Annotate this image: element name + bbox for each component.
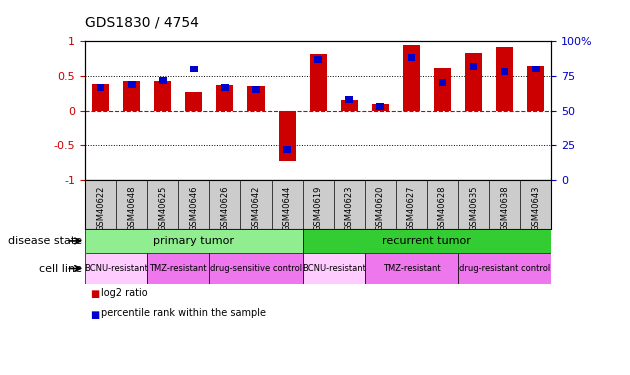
Text: BCNU-resistant: BCNU-resistant xyxy=(84,264,148,273)
Bar xyxy=(465,53,482,111)
Text: GSM40623: GSM40623 xyxy=(345,186,353,231)
Text: GDS1830 / 4754: GDS1830 / 4754 xyxy=(85,15,199,29)
Text: TMZ-resistant: TMZ-resistant xyxy=(149,264,207,273)
Bar xyxy=(532,66,539,72)
Text: GSM40635: GSM40635 xyxy=(469,186,478,231)
Bar xyxy=(278,111,295,160)
Bar xyxy=(302,229,551,253)
Text: GSM40638: GSM40638 xyxy=(500,186,509,231)
Text: GSM40625: GSM40625 xyxy=(158,186,167,231)
Bar xyxy=(147,253,209,284)
Bar xyxy=(252,86,260,93)
Bar xyxy=(209,253,302,284)
Text: ■: ■ xyxy=(90,290,100,300)
Text: GSM40619: GSM40619 xyxy=(314,186,323,231)
Text: GSM40642: GSM40642 xyxy=(251,186,260,231)
Bar xyxy=(438,80,446,86)
Bar xyxy=(185,92,202,111)
Text: disease state: disease state xyxy=(8,236,82,246)
Bar xyxy=(85,253,147,284)
Text: ■: ■ xyxy=(90,310,100,320)
Bar xyxy=(314,56,322,63)
Bar xyxy=(345,96,353,103)
Text: percentile rank within the sample: percentile rank within the sample xyxy=(101,308,266,318)
Bar xyxy=(154,81,171,111)
Bar xyxy=(496,47,513,111)
Text: GSM40626: GSM40626 xyxy=(220,186,229,231)
Text: recurrent tumor: recurrent tumor xyxy=(382,236,471,246)
Text: drug-sensitive control: drug-sensitive control xyxy=(210,264,302,273)
Bar xyxy=(341,100,358,111)
Bar xyxy=(309,54,327,111)
Bar xyxy=(458,253,551,284)
Text: GSM40643: GSM40643 xyxy=(531,186,540,231)
Bar xyxy=(284,146,291,153)
Text: cell line: cell line xyxy=(39,264,82,273)
Bar xyxy=(221,84,229,90)
Text: GSM40646: GSM40646 xyxy=(190,186,198,231)
Bar xyxy=(216,85,234,111)
Bar xyxy=(85,229,302,253)
Text: GSM40627: GSM40627 xyxy=(407,186,416,231)
Bar xyxy=(248,86,265,111)
Text: BCNU-resistant: BCNU-resistant xyxy=(302,264,365,273)
Text: log2 ratio: log2 ratio xyxy=(101,288,147,298)
Text: GSM40620: GSM40620 xyxy=(376,186,385,231)
Bar xyxy=(527,66,544,111)
Bar xyxy=(365,253,458,284)
Text: GSM40648: GSM40648 xyxy=(127,186,136,231)
Bar xyxy=(408,54,415,62)
Text: GSM40644: GSM40644 xyxy=(283,186,292,231)
Text: GSM40628: GSM40628 xyxy=(438,186,447,231)
Bar xyxy=(501,68,508,75)
Bar xyxy=(434,68,451,111)
Bar xyxy=(403,45,420,111)
Bar xyxy=(190,66,198,72)
Bar xyxy=(159,76,166,84)
Bar xyxy=(302,253,365,284)
Bar xyxy=(372,104,389,111)
Bar xyxy=(377,103,384,110)
Text: TMZ-resistant: TMZ-resistant xyxy=(382,264,440,273)
Bar xyxy=(97,84,105,90)
Bar xyxy=(123,81,140,111)
Bar xyxy=(128,81,135,88)
Bar xyxy=(470,63,478,70)
Text: GSM40622: GSM40622 xyxy=(96,186,105,231)
Text: primary tumor: primary tumor xyxy=(153,236,234,246)
Text: drug-resistant control: drug-resistant control xyxy=(459,264,550,273)
Bar xyxy=(92,84,109,111)
